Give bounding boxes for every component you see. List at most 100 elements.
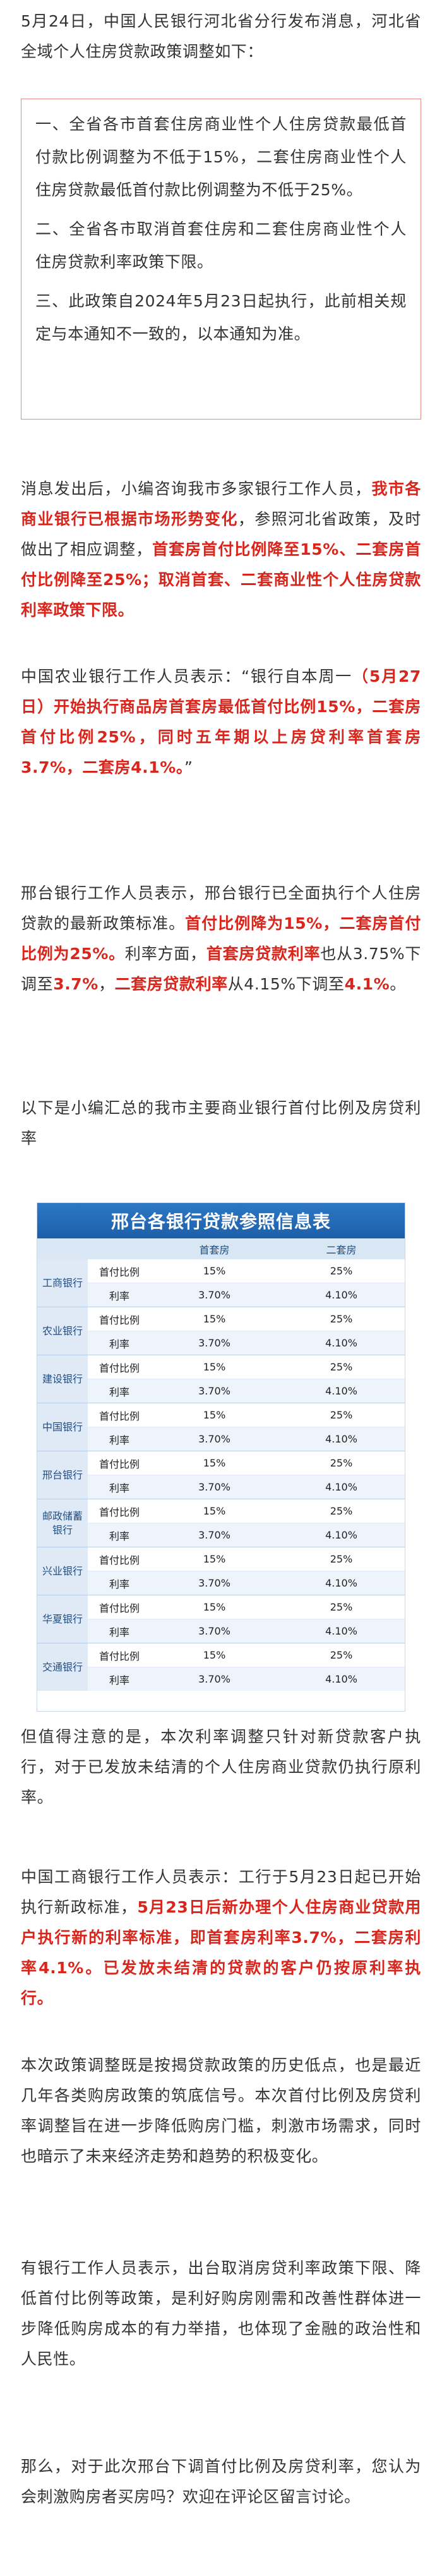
interest-rate-row: 利率 3.70% 4.10% [88,1475,405,1499]
down-payment-row: 首付比例 15% 25% [88,1355,405,1379]
down-payment-first-home: 15% [203,1409,226,1421]
down-payment-first-home: 15% [203,1361,226,1373]
down-payment-first-home: 15% [203,1265,226,1277]
rate-table-image: 邢台各银行贷款参照信息表 首套房 二套房 工商银行 首付比例 15% 25% 利率 3.7… [28,1195,414,1714]
row-label-down-payment: 首付比例 [99,1650,140,1662]
bank-rows: 首付比例 15% 25% 利率 3.70% 4.10% [88,1259,405,1307]
xingtai-bank-paragraph: 邢台银行工作人员表示，邢台银行已全面执行个人住房贷款的最新政策标准。首付比例降为… [21,878,421,1000]
down-payment-row: 首付比例 15% 25% [88,1595,405,1619]
notice-item-2: 二、全省各市取消首套住房和二套住房商业性个人住房贷款利率政策下限。 [35,220,407,271]
bank-name-cell: 邮政储蓄银行 [37,1499,88,1547]
bank-group: 农业银行 首付比例 15% 25% 利率 3.70% 4.10% [37,1307,405,1355]
row-label-down-payment: 首付比例 [99,1266,140,1278]
bank-rows: 首付比例 15% 25% 利率 3.70% 4.10% [88,1499,405,1547]
bank-group: 中国银行 首付比例 15% 25% 利率 3.70% 4.10% [37,1403,405,1451]
down-payment-second-home: 25% [330,1409,353,1421]
down-payment-first-home: 15% [203,1457,226,1469]
rate-first-home: 3.70% [198,1529,230,1541]
down-payment-row: 首付比例 15% 25% [88,1499,405,1523]
bank-name-cell: 交通银行 [37,1643,88,1691]
down-payment-row: 首付比例 15% 25% [88,1547,405,1571]
header-blank-cell [37,1238,88,1259]
p4-text-i: 从4.15%下调至 [227,975,345,993]
down-payment-first-home: 15% [203,1649,226,1661]
bank-name-cell: 华夏银行 [37,1595,88,1643]
row-label-rate: 利率 [109,1338,129,1350]
row-label-down-payment: 首付比例 [99,1554,140,1566]
bank-name-cell: 农业银行 [37,1307,88,1355]
interest-rate-row: 利率 3.70% 4.10% [88,1667,405,1691]
down-payment-second-home: 25% [330,1265,353,1277]
down-payment-row: 首付比例 15% 25% [88,1259,405,1283]
down-payment-second-home: 25% [330,1505,353,1517]
p2-highlight-b: 我市各商业银行已根据市场形势变化 [21,480,421,528]
p10-text: 那么，对于此次邢台下调首付比例及房贷利率，您认为会刺激购房者买房吗？欢迎在评论区… [21,2457,421,2506]
policy-notice-box: 一、全省各市首套住房商业性个人住房贷款最低首付款比例调整为不低于15%，二套住房… [21,99,421,420]
rate-second-home: 4.10% [325,1385,357,1397]
p2-text-a: 消息发出后，小编咨询我市多家银行工作人员， [21,480,372,498]
row-label-down-payment: 首付比例 [99,1314,140,1326]
row-label-rate: 利率 [109,1290,129,1302]
down-payment-first-home: 15% [203,1553,226,1565]
p4-text-e: 也从3.75%下调至 [21,945,421,993]
bank-group: 兴业银行 首付比例 15% 25% 利率 3.70% 4.10% [37,1547,405,1595]
row-label-down-payment: 首付比例 [99,1458,140,1470]
down-payment-row: 首付比例 15% 25% [88,1451,405,1475]
icbc-statement-paragraph: 中国工商银行工作人员表示：工行于5月23日起已开始执行新政标准，5月23日后新办… [21,1862,421,2014]
down-payment-second-home: 25% [330,1649,353,1661]
header-blank-cell [88,1238,151,1259]
table-header-row: 首套房 二套房 [37,1238,405,1259]
bank-rows: 首付比例 15% 25% 利率 3.70% 4.10% [88,1595,405,1643]
closing-question-paragraph: 那么，对于此次邢台下调首付比例及房贷利率，您认为会刺激购房者买房吗？欢迎在评论区… [21,2452,421,2512]
interest-rate-row: 利率 3.70% 4.10% [88,1523,405,1547]
p8-text: 本次政策调整既是按揭贷款政策的历史低点，也是最近几年各类购房政策的筑底信号。本次… [21,2056,421,2165]
bank-group: 邮政储蓄银行 首付比例 15% 25% 利率 3.70% 4.10% [37,1499,405,1547]
bank-rows: 首付比例 15% 25% 利率 3.70% 4.10% [88,1643,405,1691]
rate-second-home: 4.10% [325,1337,357,1349]
interest-rate-row: 利率 3.70% 4.10% [88,1427,405,1451]
p7-text-a: 中国工商银行工作人员表示：工行于5月23日起已开始执行新政标准， [21,1868,421,1916]
row-label-rate: 利率 [109,1530,129,1542]
row-label-down-payment: 首付比例 [99,1410,140,1422]
interest-rate-row: 利率 3.70% 4.10% [88,1283,405,1307]
down-payment-second-home: 25% [330,1601,353,1613]
p6-text: 但值得注意的是，本次利率调整只针对新贷款客户执行，对于已发放未结清的个人住房商业… [21,1727,421,1806]
down-payment-first-home: 15% [203,1505,226,1517]
bank-name-cell: 工商银行 [37,1259,88,1307]
table-body: 工商银行 首付比例 15% 25% 利率 3.70% 4.10% 农业银行 首付比例 15% 25%… [37,1259,405,1691]
row-label-rate: 利率 [109,1674,129,1686]
rate-first-home: 3.70% [198,1481,230,1493]
rate-second-home: 4.10% [325,1673,357,1685]
bank-name-cell: 兴业银行 [37,1547,88,1595]
p3-text-c: ” [184,758,193,777]
down-payment-second-home: 25% [330,1313,353,1325]
row-label-down-payment: 首付比例 [99,1506,140,1518]
bank-survey-paragraph: 消息发出后，小编咨询我市多家银行工作人员，我市各商业银行已根据市场形势变化，参照… [21,474,421,626]
rate-first-home: 3.70% [198,1577,230,1589]
p4-text-c: 利率方面， [124,945,206,963]
rate-second-home: 4.10% [325,1433,357,1445]
p4-highlight-f: 3.7% [53,975,99,993]
bank-name-cell: 邢台银行 [37,1451,88,1499]
rate-first-home: 3.70% [198,1673,230,1685]
p4-highlight-h: 二套房贷款利率 [114,975,228,993]
down-payment-first-home: 15% [203,1313,226,1325]
row-label-rate: 利率 [109,1386,129,1398]
new-customers-note-paragraph: 但值得注意的是，本次利率调整只针对新贷款客户执行，对于已发放未结清的个人住房商业… [21,1722,421,1813]
p4-text-g: ， [98,975,115,993]
row-label-rate: 利率 [109,1626,129,1638]
down-payment-second-home: 25% [330,1553,353,1565]
row-label-rate: 利率 [109,1434,129,1446]
row-label-down-payment: 首付比例 [99,1362,140,1374]
p4-text-k: 。 [390,975,406,993]
intro-paragraph: 5月24日，中国人民银行河北省分行发布消息，河北省全域个人住房贷款政策调整如下： [21,6,421,67]
policy-analysis-paragraph: 本次政策调整既是按揭贷款政策的历史低点，也是最近几年各类购房政策的筑底信号。本次… [21,2050,421,2172]
header-first-home: 首套房 [199,1243,230,1256]
bank-group: 华夏银行 首付比例 15% 25% 利率 3.70% 4.10% [37,1595,405,1643]
header-second-home: 二套房 [326,1243,357,1256]
bank-rows: 首付比例 15% 25% 利率 3.70% 4.10% [88,1307,405,1355]
down-payment-second-home: 25% [330,1457,353,1469]
rate-first-home: 3.70% [198,1289,230,1301]
notice-item-3: 三、此政策自2024年5月23日起执行，此前相关规定与本通知不一致的，以本通知为… [35,292,407,343]
p2-highlight-d: 首套房首付比例降至15%、二套房首付比例降至25%；取消首套、二套商业性个人住房… [21,540,421,619]
